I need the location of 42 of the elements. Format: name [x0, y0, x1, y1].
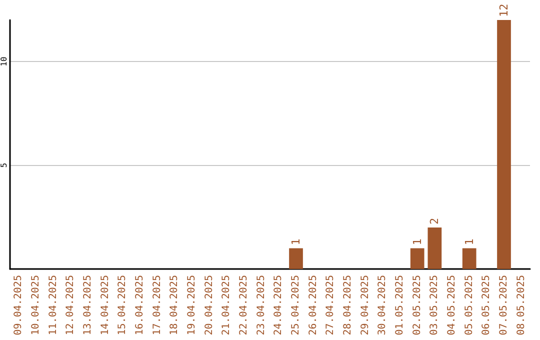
data-label: 1 [462, 238, 476, 246]
x-tick-label: 26.04.2025 [308, 275, 319, 336]
x-tick-label: 17.04.2025 [152, 275, 163, 336]
x-tick-label: 16.04.2025 [134, 275, 146, 336]
x-tick-label: 11.04.2025 [48, 275, 59, 336]
x-tick-label: 06.05.2025 [481, 275, 492, 336]
data-label: 2 [428, 218, 442, 224]
x-tick-label: 03.05.2025 [429, 275, 440, 336]
bar [497, 20, 511, 269]
x-tick-label: 08.05.2025 [516, 275, 527, 336]
x-tick-label: 21.04.2025 [221, 275, 232, 336]
data-label: 1 [410, 238, 424, 246]
x-tick-label: 25.04.2025 [290, 275, 302, 336]
data-label: 12 [498, 4, 510, 17]
x-tick-label: 02.05.2025 [412, 275, 423, 336]
x-tick-label: 12.04.2025 [65, 275, 76, 336]
x-tick-label: 19.04.2025 [186, 275, 198, 336]
bar [289, 248, 303, 269]
bar [410, 248, 424, 269]
x-tick-label: 30.04.2025 [377, 275, 388, 336]
x-tick-label: 04.05.2025 [446, 275, 458, 336]
x-tick-label: 14.04.2025 [100, 275, 111, 336]
x-tick-label: 18.04.2025 [169, 275, 180, 336]
x-tick-label: 05.05.2025 [464, 275, 475, 336]
x-tick-label: 01.05.2025 [394, 275, 406, 336]
x-tick-label: 09.04.2025 [13, 275, 24, 336]
x-tick-label: 15.04.2025 [117, 275, 128, 336]
y-tick-label: 10 [0, 56, 8, 66]
x-tick-label: 13.04.2025 [82, 275, 94, 336]
x-tick-label: 10.04.2025 [30, 275, 42, 336]
bar [462, 248, 476, 269]
x-tick-label: 22.04.2025 [238, 275, 250, 336]
x-tick-label: 24.04.2025 [273, 275, 284, 336]
x-tick-label: 27.04.2025 [325, 275, 336, 336]
x-tick-label: 20.04.2025 [204, 275, 215, 336]
data-label: 1 [290, 238, 302, 246]
x-tick-label: 28.04.2025 [342, 275, 354, 336]
x-tick-label: 23.04.2025 [256, 275, 267, 336]
x-tick-label: 29.04.2025 [360, 275, 371, 336]
x-tick-label: 07.05.2025 [498, 275, 510, 336]
bar [428, 228, 442, 269]
y-tick-label: 5 [0, 162, 8, 168]
